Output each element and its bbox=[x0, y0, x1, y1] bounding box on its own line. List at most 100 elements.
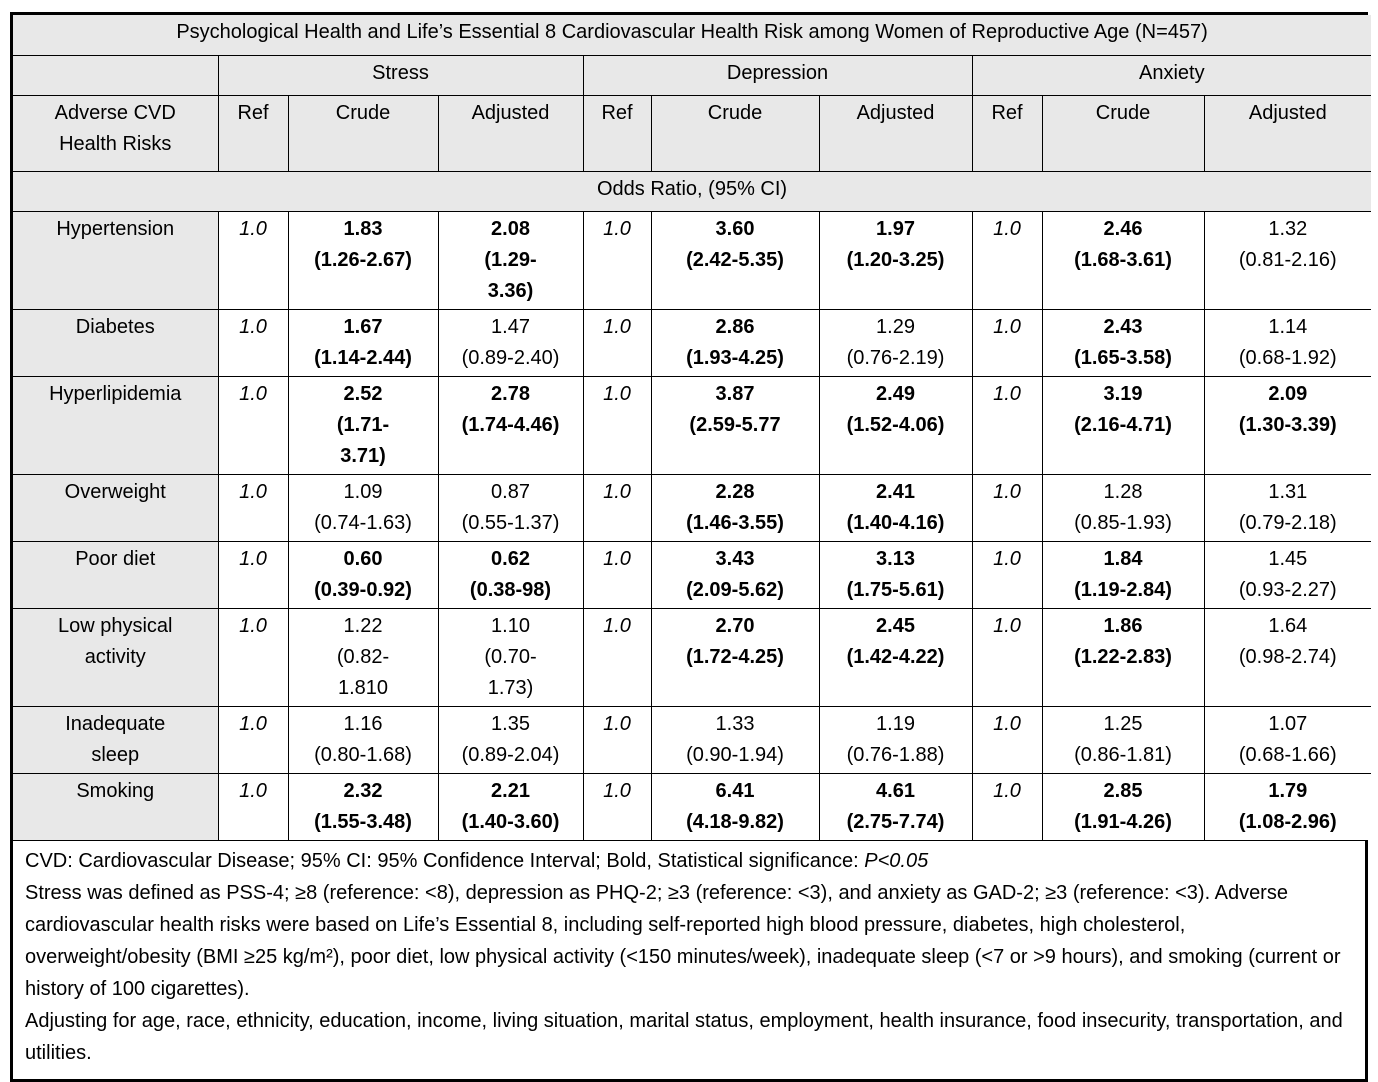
table-row: Smoking 1.0 2.32 (1.55-3.48) 2.21 (1.40-3.6… bbox=[12, 772, 1372, 840]
odds-ratio-cell: 1.83 (1.26-2.67) bbox=[287, 210, 439, 310]
title-row: Psychological Health and Life’s Essentia… bbox=[12, 14, 1372, 56]
odds-ratio-cell: 0.87 (0.55-1.37) bbox=[437, 473, 584, 542]
odds-ratio-cell: 3.87 (2.59-5.77 bbox=[650, 375, 820, 475]
table-row: Hypertension 1.0 1.83 (1.26-2.67) 2.08 (1.2… bbox=[12, 210, 1372, 310]
row-label: Overweight bbox=[12, 473, 219, 542]
table-row: Overweight 1.0 1.09 (0.74-1.63) 0.87 (0.55-… bbox=[12, 473, 1372, 542]
ref-cell: 1.0 bbox=[582, 705, 652, 774]
ref-cell: 1.0 bbox=[971, 375, 1043, 475]
col-header-stress-adjusted: Adjusted bbox=[437, 94, 584, 172]
odds-ratio-cell: 1.29 (0.76-2.19) bbox=[818, 308, 973, 377]
odds-ratio-cell: 1.79 (1.08-2.96) bbox=[1203, 772, 1372, 840]
footnote-abbrev-text: CVD: Cardiovascular Disease; 95% CI: 95%… bbox=[25, 849, 865, 872]
odds-ratio-cell: 2.70 (1.72-4.25) bbox=[650, 607, 820, 707]
odds-ratio-cell: 1.22 (0.82- 1.810 bbox=[287, 607, 439, 707]
odds-ratio-cell: 1.10 (0.70- 1.73) bbox=[437, 607, 584, 707]
odds-ratio-cell: 6.41 (4.18-9.82) bbox=[650, 772, 820, 840]
ref-cell: 1.0 bbox=[217, 772, 289, 840]
table1-container: Psychological Health and Life’s Essentia… bbox=[10, 12, 1372, 1082]
odds-ratio-cell: 1.19 (0.76-1.88) bbox=[818, 705, 973, 774]
row-label: Smoking bbox=[12, 772, 219, 840]
row-label: Inadequate sleep bbox=[12, 705, 219, 774]
odds-ratio-cell: 1.67 (1.14-2.44) bbox=[287, 308, 439, 377]
footnotes: CVD: Cardiovascular Disease; 95% CI: 95%… bbox=[13, 839, 1365, 1079]
ref-cell: 1.0 bbox=[582, 772, 652, 840]
odds-ratio-cell: 1.28 (0.85-1.93) bbox=[1041, 473, 1205, 542]
ref-cell: 1.0 bbox=[217, 210, 289, 310]
odds-ratio-cell: 0.62 (0.38-98) bbox=[437, 540, 584, 609]
group-header-depression: Depression bbox=[582, 54, 973, 96]
odds-ratio-spanner: Odds Ratio, (95% CI) bbox=[12, 170, 1372, 212]
odds-ratio-cell: 1.45 (0.93-2.27) bbox=[1203, 540, 1372, 609]
row-label: Hypertension bbox=[12, 210, 219, 310]
odds-ratio-cell: 2.45 (1.42-4.22) bbox=[818, 607, 973, 707]
row-label: Low physical activity bbox=[12, 607, 219, 707]
odds-ratio-cell: 2.52 (1.71- 3.71) bbox=[287, 375, 439, 475]
ref-cell: 1.0 bbox=[217, 607, 289, 707]
odds-ratio-cell: 2.85 (1.91-4.26) bbox=[1041, 772, 1205, 840]
col-header-depression-ref: Ref bbox=[582, 94, 652, 172]
odds-ratio-cell: 1.09 (0.74-1.63) bbox=[287, 473, 439, 542]
ref-cell: 1.0 bbox=[217, 308, 289, 377]
odds-ratio-cell: 1.16 (0.80-1.68) bbox=[287, 705, 439, 774]
table-title: Psychological Health and Life’s Essentia… bbox=[12, 14, 1372, 56]
odds-ratio-cell: 4.61 (2.75-7.74) bbox=[818, 772, 973, 840]
ref-cell: 1.0 bbox=[217, 473, 289, 542]
row-stub-header: Adverse CVD Health Risks bbox=[12, 94, 219, 172]
ref-cell: 1.0 bbox=[217, 705, 289, 774]
ref-cell: 1.0 bbox=[582, 540, 652, 609]
table-body: Hypertension 1.0 1.83 (1.26-2.67) 2.08 (1.2… bbox=[12, 210, 1372, 840]
col-header-stress-ref: Ref bbox=[217, 94, 289, 172]
odds-ratio-cell: 2.32 (1.55-3.48) bbox=[287, 772, 439, 840]
ref-cell: 1.0 bbox=[971, 473, 1043, 542]
column-header-row: Adverse CVD Health Risks Ref Crude Adjus… bbox=[12, 94, 1372, 172]
table-row: Diabetes 1.0 1.67 (1.14-2.44) 1.47 (0.89-2.… bbox=[12, 308, 1372, 377]
odds-ratio-cell: 2.41 (1.40-4.16) bbox=[818, 473, 973, 542]
ref-cell: 1.0 bbox=[582, 607, 652, 707]
p-value-threshold: P<0.05 bbox=[864, 849, 929, 872]
ref-cell: 1.0 bbox=[217, 540, 289, 609]
odds-ratio-cell: 1.35 (0.89-2.04) bbox=[437, 705, 584, 774]
results-table: Psychological Health and Life’s Essentia… bbox=[12, 14, 1372, 840]
row-label: Poor diet bbox=[12, 540, 219, 609]
ref-cell: 1.0 bbox=[582, 210, 652, 310]
ref-cell: 1.0 bbox=[582, 375, 652, 475]
odds-ratio-cell: 2.43 (1.65-3.58) bbox=[1041, 308, 1205, 377]
odds-ratio-cell: 3.60 (2.42-5.35) bbox=[650, 210, 820, 310]
odds-ratio-cell: 1.97 (1.20-3.25) bbox=[818, 210, 973, 310]
col-header-anxiety-ref: Ref bbox=[971, 94, 1043, 172]
ref-cell: 1.0 bbox=[217, 375, 289, 475]
odds-ratio-cell: 1.31 (0.79-2.18) bbox=[1203, 473, 1372, 542]
odds-ratio-cell: 2.09 (1.30-3.39) bbox=[1203, 375, 1372, 475]
ref-cell: 1.0 bbox=[971, 210, 1043, 310]
odds-ratio-cell: 3.19 (2.16-4.71) bbox=[1041, 375, 1205, 475]
group-header-anxiety: Anxiety bbox=[971, 54, 1372, 96]
odds-ratio-cell: 2.46 (1.68-3.61) bbox=[1041, 210, 1205, 310]
odds-ratio-cell: 1.47 (0.89-2.40) bbox=[437, 308, 584, 377]
odds-ratio-cell: 1.64 (0.98-2.74) bbox=[1203, 607, 1372, 707]
ref-cell: 1.0 bbox=[582, 473, 652, 542]
odds-ratio-cell: 2.86 (1.93-4.25) bbox=[650, 308, 820, 377]
row-label: Hyperlipidemia bbox=[12, 375, 219, 475]
odds-ratio-cell: 1.14 (0.68-1.92) bbox=[1203, 308, 1372, 377]
odds-ratio-cell: 1.86 (1.22-2.83) bbox=[1041, 607, 1205, 707]
odds-ratio-cell: 2.21 (1.40-3.60) bbox=[437, 772, 584, 840]
col-header-anxiety-crude: Crude bbox=[1041, 94, 1205, 172]
odds-ratio-cell: 2.78 (1.74-4.46) bbox=[437, 375, 584, 475]
row-label: Diabetes bbox=[12, 308, 219, 377]
footnote-adjustments: Adjusting for age, race, ethnicity, educ… bbox=[25, 1009, 1343, 1064]
spanner-row: Odds Ratio, (95% CI) bbox=[12, 170, 1372, 212]
ref-cell: 1.0 bbox=[582, 308, 652, 377]
group-header-stress: Stress bbox=[217, 54, 584, 96]
group-header-row: Stress Depression Anxiety bbox=[12, 54, 1372, 96]
table-row: Low physical activity 1.0 1.22 (0.82- 1.81… bbox=[12, 607, 1372, 707]
odds-ratio-cell: 0.60 (0.39-0.92) bbox=[287, 540, 439, 609]
ref-cell: 1.0 bbox=[971, 607, 1043, 707]
odds-ratio-cell: 3.13 (1.75-5.61) bbox=[818, 540, 973, 609]
table-row: Poor diet 1.0 0.60 (0.39-0.92) 0.62 (0.38-9… bbox=[12, 540, 1372, 609]
col-header-depression-adjusted: Adjusted bbox=[818, 94, 973, 172]
odds-ratio-cell: 2.08 (1.29- 3.36) bbox=[437, 210, 584, 310]
odds-ratio-cell: 1.33 (0.90-1.94) bbox=[650, 705, 820, 774]
odds-ratio-cell: 2.28 (1.46-3.55) bbox=[650, 473, 820, 542]
col-header-stress-crude: Crude bbox=[287, 94, 439, 172]
